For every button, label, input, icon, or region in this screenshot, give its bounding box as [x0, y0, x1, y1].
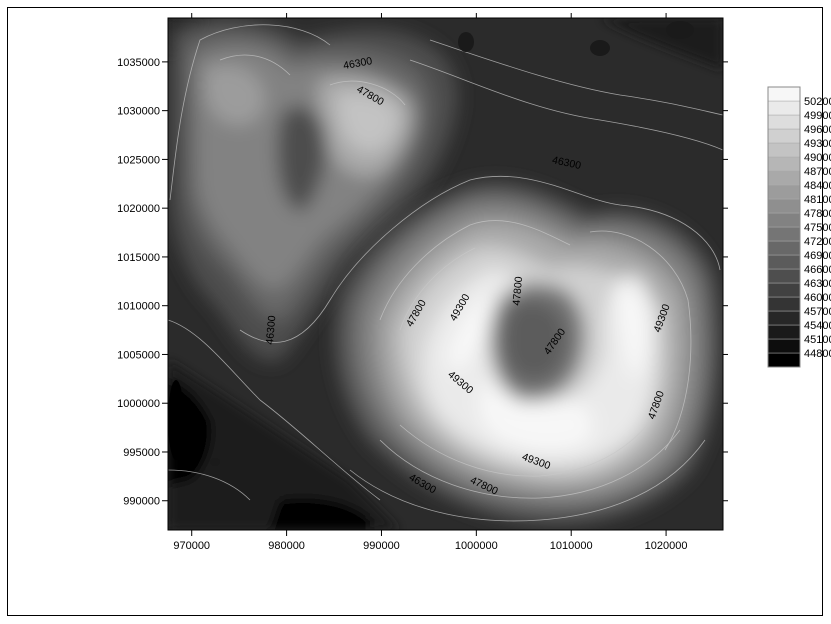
- y-tick-label: 1030000: [117, 106, 160, 118]
- y-axis: 990000 995000 1000000 1005000 1010000 1015000…: [117, 57, 728, 508]
- colorbar-label: 49000: [804, 152, 831, 164]
- colorbar-label: 44800: [804, 348, 831, 360]
- contour-label: 46300: [342, 55, 373, 72]
- small-low-patches: [168, 21, 694, 466]
- colorbar-label: 46900: [804, 250, 831, 262]
- colorbar-swatch: [767, 226, 801, 242]
- colorbar-swatch: [767, 268, 801, 284]
- ring-plateau: [336, 183, 720, 523]
- y-tick-label: 1005000: [117, 349, 160, 361]
- colorbar-swatch: [767, 170, 801, 186]
- colorbar-swatch: [767, 296, 801, 312]
- colorbar-label: 48400: [804, 180, 831, 192]
- colorbar-swatch: [767, 198, 801, 214]
- y-tick-label: 1000000: [117, 398, 160, 410]
- colorbar-swatch: [767, 282, 801, 298]
- colorbar-label: 50200: [804, 96, 831, 108]
- colorbar-swatch: [767, 114, 801, 130]
- colorbar-swatch: [767, 142, 801, 158]
- colorbar-label: 46600: [804, 264, 831, 276]
- y-tick-label: 1020000: [117, 203, 160, 215]
- contour-label: 46300: [551, 154, 582, 172]
- x-tick-label: 1000000: [455, 540, 498, 552]
- colorbar: 44800 45100 45400 45700 46000 46300 46600 46900…: [767, 86, 831, 368]
- x-tick-label: 980000: [268, 540, 305, 552]
- colorbar-label: 47800: [804, 208, 831, 220]
- colorbar-label: 48100: [804, 194, 831, 206]
- contour-label: 46300: [264, 315, 279, 345]
- colorbar-label: 47500: [804, 222, 831, 234]
- colorbar-label: 45700: [804, 306, 831, 318]
- colorbar-label: 46000: [804, 292, 831, 304]
- chart-frame: [7, 7, 823, 616]
- colorbar-swatch: [767, 156, 801, 172]
- colorbar-swatch: [767, 240, 801, 256]
- x-axis: 970000 980000 990000 1000000 1010000 1020000: [173, 13, 687, 552]
- colorbar-label: 45400: [804, 320, 831, 332]
- contour-label: 47800: [511, 276, 526, 306]
- colorbar-label: 45100: [804, 334, 831, 346]
- contour-lines: [168, 24, 723, 522]
- colorbar-swatch: [767, 324, 801, 340]
- colorbar-swatch: [767, 352, 801, 368]
- y-tick-label: 1035000: [117, 57, 160, 69]
- colorbar-label: 49300: [804, 138, 831, 150]
- colorbar-label: 49600: [804, 124, 831, 136]
- x-tick-label: 970000: [173, 540, 210, 552]
- colorbar-swatch: [767, 184, 801, 200]
- colorbar-swatch: [767, 338, 801, 354]
- colorbar-swatch: [767, 128, 801, 144]
- colorbar-swatch: [767, 86, 801, 102]
- colorbar-label: 49900: [804, 110, 831, 122]
- x-tick-label: 990000: [363, 540, 400, 552]
- y-tick-label: 990000: [123, 496, 160, 508]
- colorbar-border: [767, 86, 801, 368]
- colorbar-swatch: [767, 310, 801, 326]
- y-tick-label: 1010000: [117, 301, 160, 313]
- x-tick-label: 1020000: [645, 540, 688, 552]
- y-tick-label: 1015000: [117, 252, 160, 264]
- plot-area: [168, 18, 723, 530]
- colorbar-label: 46300: [804, 278, 831, 290]
- northwest-plateau: [170, 18, 458, 362]
- colorbar-label: 47200: [804, 236, 831, 248]
- y-tick-label: 995000: [123, 447, 160, 459]
- colorbar-swatch: [767, 254, 801, 270]
- colorbar-swatch: [767, 100, 801, 116]
- colorbar-swatch: [767, 212, 801, 228]
- plot-border: [167, 17, 724, 531]
- colorbar-label: 48700: [804, 166, 831, 178]
- x-tick-label: 1010000: [550, 540, 593, 552]
- y-tick-label: 1025000: [117, 154, 160, 166]
